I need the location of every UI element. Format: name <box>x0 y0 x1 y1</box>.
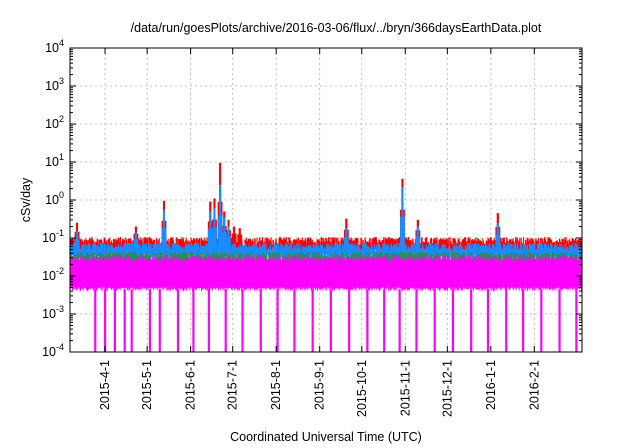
x-tick-label: 2015-10-1 <box>355 360 369 417</box>
x-tick-label: 2015-8-1 <box>269 360 283 410</box>
series-band <box>70 254 582 292</box>
y-tick-label: 104 <box>45 38 64 55</box>
grid <box>70 48 582 352</box>
y-tick-label: 10-4 <box>42 342 64 359</box>
y-tick-label: 101 <box>45 152 64 169</box>
series-trace <box>69 184 583 260</box>
x-tick-label: 2016-2-1 <box>527 360 541 410</box>
x-axis-label: Coordinated Universal Time (UTC) <box>230 430 422 444</box>
x-tick-label: 2015-9-1 <box>313 360 327 410</box>
x-tick-label: 2015-7-1 <box>226 360 240 410</box>
series-1 <box>69 184 583 260</box>
series-3 <box>70 254 582 352</box>
y-tick-label: 102 <box>45 114 64 131</box>
y-tick-label: 10-1 <box>42 228 64 245</box>
y-tick-label: 103 <box>45 76 64 93</box>
series-layer <box>69 162 583 352</box>
x-tick-label: 2016-1-1 <box>484 360 498 410</box>
y-tick-label: 100 <box>45 190 64 207</box>
y-tick-label: 10-2 <box>42 266 64 283</box>
x-tick-label: 2015-11-1 <box>398 360 412 416</box>
chart-title: /data/run/goesPlots/archive/2016-03-06/f… <box>131 21 542 35</box>
x-tick-label: 2015-6-1 <box>184 360 198 410</box>
x-tick-label: 2015-12-1 <box>440 360 454 417</box>
x-tick-label: 2015-4-1 <box>98 360 112 410</box>
x-tick-label: 2015-5-1 <box>140 360 154 410</box>
plot-frame <box>69 47 583 353</box>
y-axis-label: cSv/day <box>19 177 33 222</box>
x-axis: 2015-4-1 2015-5-1 2015-6-1 2015-7-1 2015-8-1… <box>98 48 541 417</box>
y-tick-label: 10-3 <box>42 304 64 321</box>
